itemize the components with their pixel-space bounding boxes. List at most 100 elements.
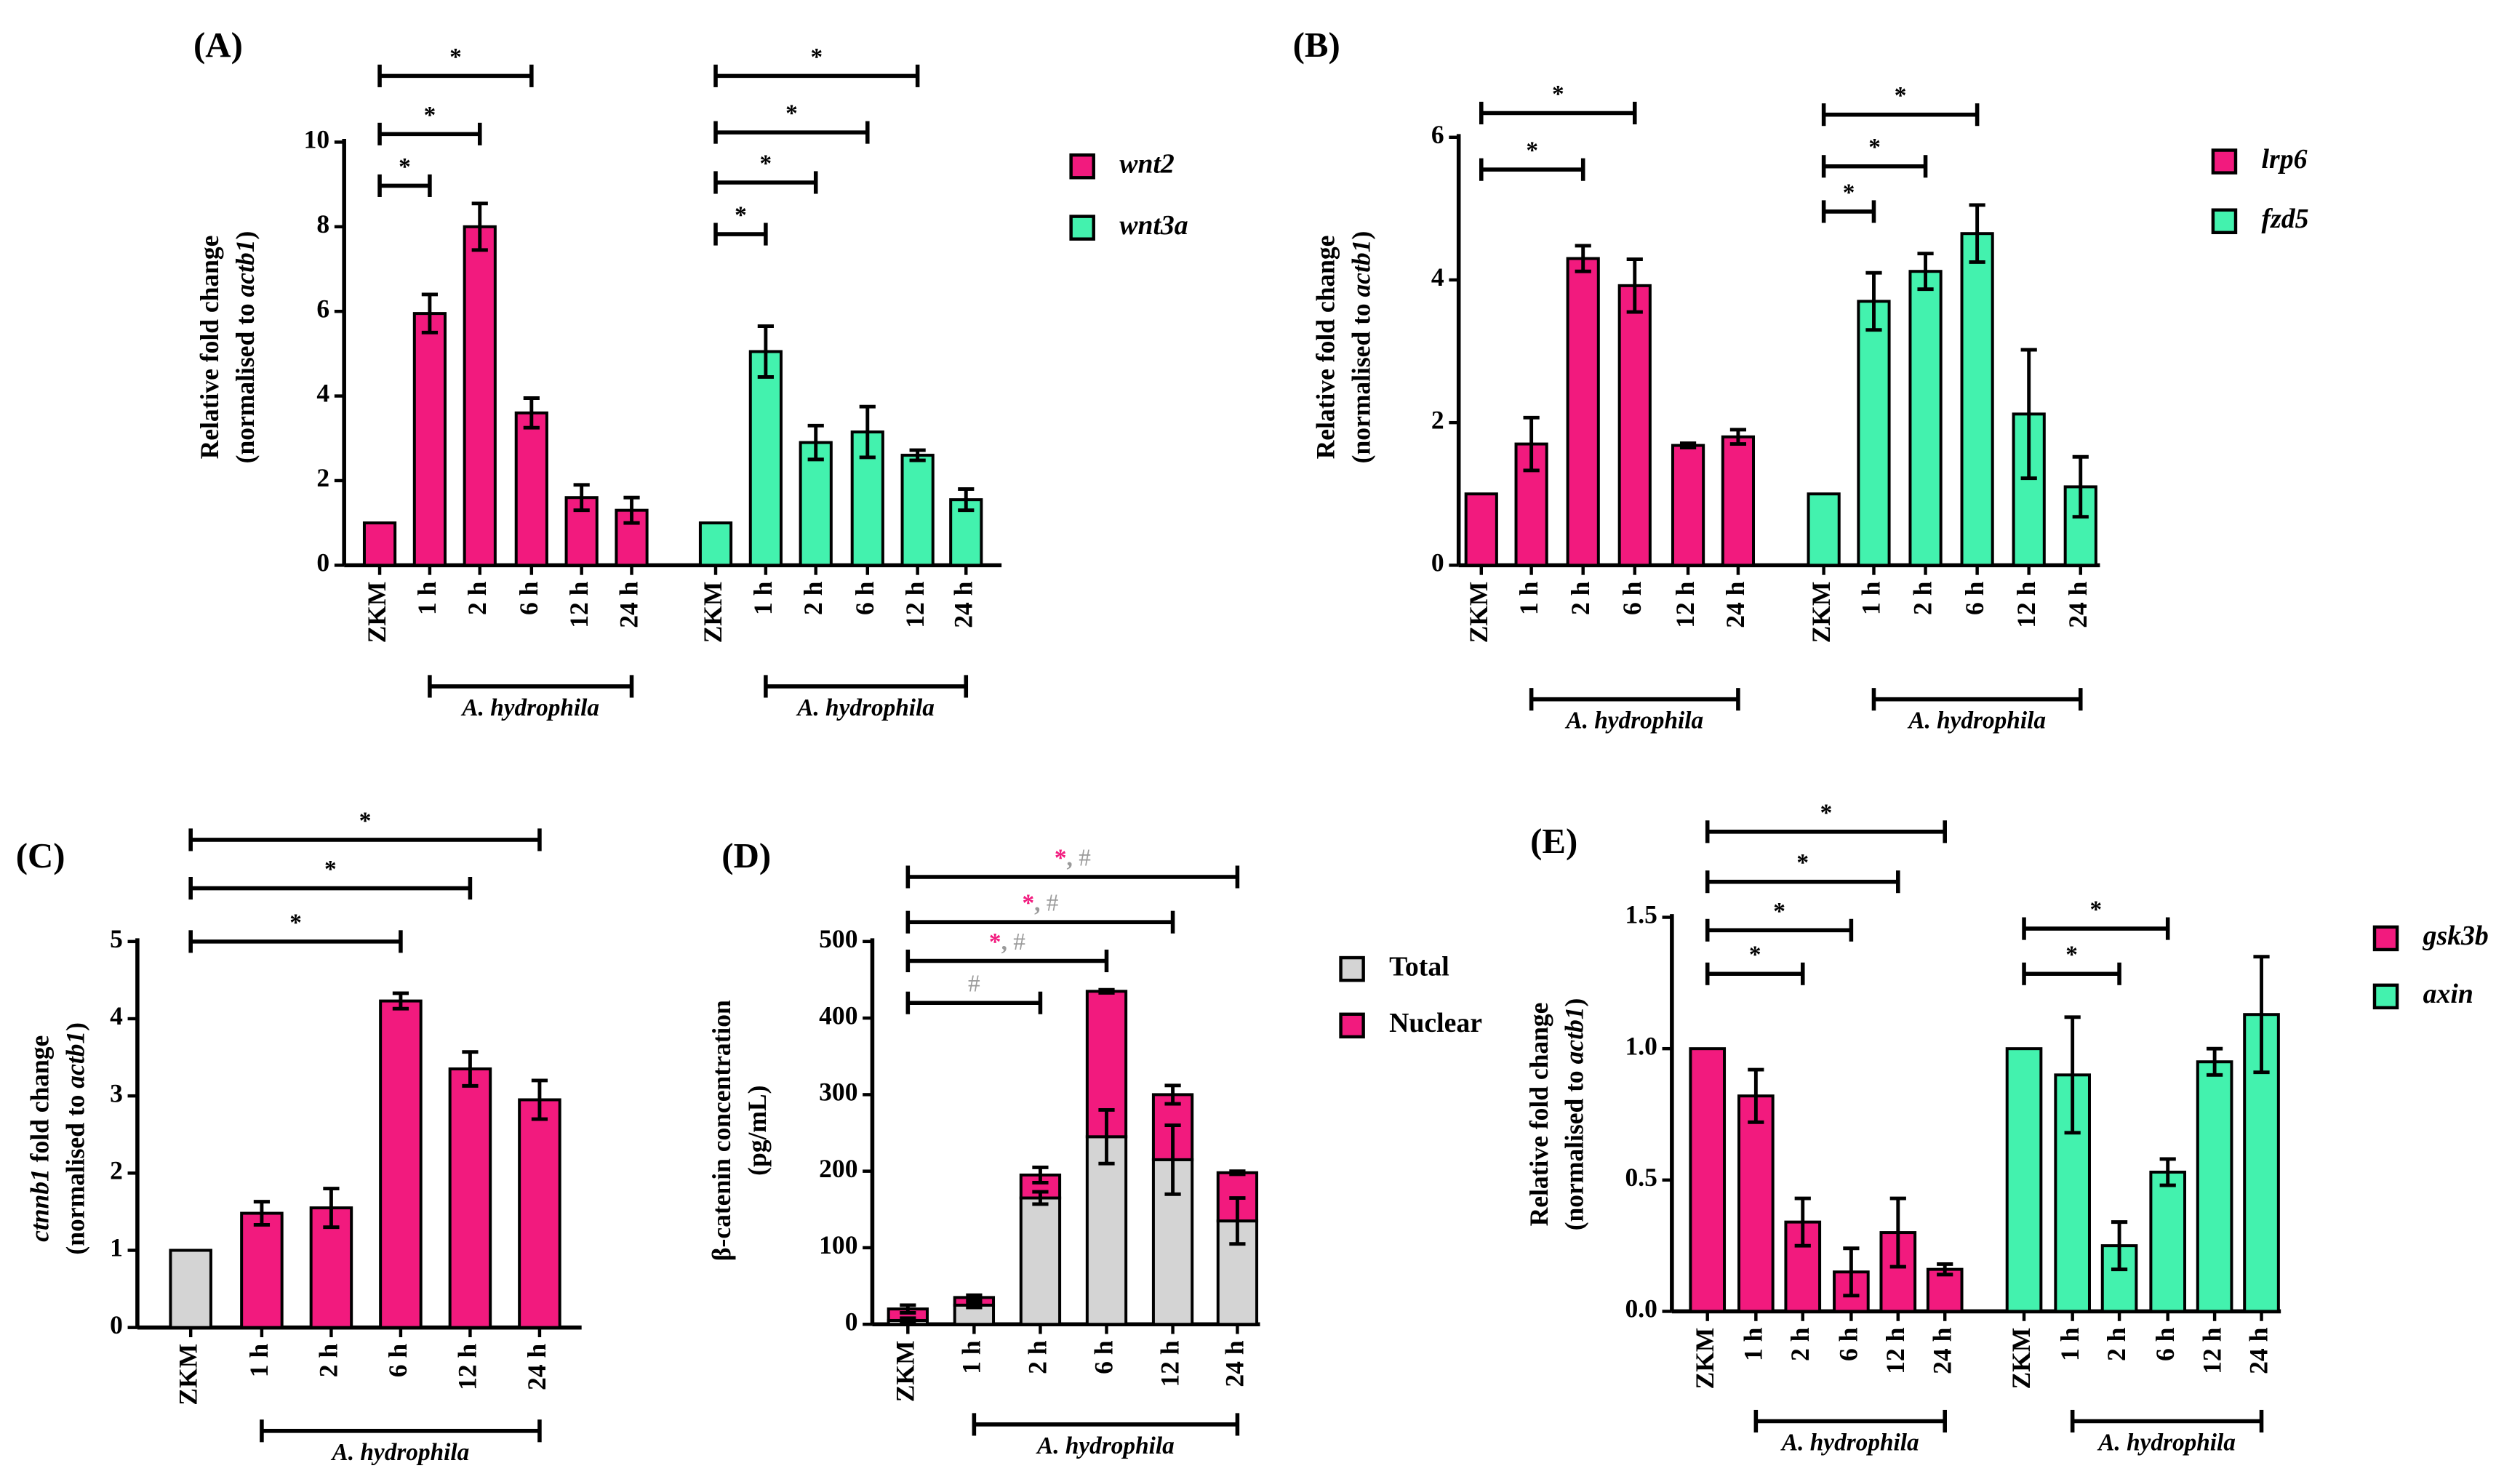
x-tick-label: ZKM xyxy=(362,582,391,644)
legend-label: Nuclear xyxy=(1389,1008,1482,1038)
bar-wnt2 xyxy=(412,312,447,567)
y-tick-label: 0.5 xyxy=(1625,1163,1657,1192)
significance-sep xyxy=(1073,844,1079,871)
y-axis-label-part: (normalised to xyxy=(231,297,260,463)
y-axis-label-part: (pg/mL) xyxy=(743,1086,772,1176)
x-tick-label: 24 h xyxy=(1927,1327,1956,1374)
y-tick-label: 0 xyxy=(110,1310,123,1339)
legend-label: gsk3b xyxy=(2423,921,2489,951)
bar-total xyxy=(1019,1196,1062,1326)
x-tick-label: 6 h xyxy=(514,581,543,615)
panel-label: (D) xyxy=(721,835,771,875)
y-tick-label: 0 xyxy=(316,548,329,577)
significance-label: * xyxy=(399,153,411,180)
legend-swatch xyxy=(2211,148,2238,175)
group-label: A. hydrophila xyxy=(2097,1429,2236,1456)
x-tick-label: 12 h xyxy=(2012,581,2041,628)
group-label: A. hydrophila xyxy=(1780,1429,1919,1456)
significance-label: * xyxy=(811,44,823,71)
y-axis-label: Relative fold change (normalised to actb1… xyxy=(195,231,260,464)
bar-axin xyxy=(2054,1073,2091,1313)
group-label: A. hydrophila xyxy=(1907,708,2046,734)
y-axis-label-part: Relative fold change xyxy=(195,236,224,460)
x-tick-label: 12 h xyxy=(1671,581,1700,628)
x-tick-label: ZKM xyxy=(1690,1328,1719,1390)
x-tick-label: 12 h xyxy=(1881,1327,1910,1374)
significance-label: *, # xyxy=(989,929,1025,955)
y-axis-label-part: (normalised to xyxy=(1560,1064,1589,1230)
significance-sep: , xyxy=(1001,929,1007,955)
significance-label: * xyxy=(2065,942,2078,969)
y-tick-label: 200 xyxy=(819,1154,857,1183)
y-tick-label: 5 xyxy=(110,924,123,953)
bar-gsk3b xyxy=(1689,1047,1727,1313)
y-axis-label-part: Relative fold change xyxy=(1311,236,1340,460)
y-axis-label: β-catenin concentration (pg/mL) xyxy=(707,1000,772,1261)
x-tick-label: 2 h xyxy=(1566,581,1595,615)
significance-label: * xyxy=(449,44,462,71)
group-label: A. hydrophila xyxy=(460,694,599,721)
bar-wnt2 xyxy=(362,521,397,567)
significance-label: * xyxy=(1552,81,1564,108)
x-tick-label: 1 h xyxy=(244,1344,273,1378)
legend-label: Total xyxy=(1389,951,1449,982)
bar-wnt3a xyxy=(900,454,935,567)
y-tick-label: 2 xyxy=(110,1155,123,1185)
significance-hash: # xyxy=(968,971,980,998)
x-tick-label: 12 h xyxy=(1156,1340,1185,1387)
bar-ctnnb1 xyxy=(379,999,423,1329)
group-label: A. hydrophila xyxy=(331,1439,470,1466)
panel-b: (B) Relative fold change (normalised to ac… xyxy=(1293,25,2309,734)
significance-label: * xyxy=(1868,134,1881,161)
significance-hash: # xyxy=(1013,929,1025,955)
y-axis-label-part: ) xyxy=(1347,231,1376,240)
significance-label: * xyxy=(785,100,798,127)
bar-ctnnb1 xyxy=(518,1098,561,1329)
x-tick-label: 6 h xyxy=(1089,1340,1119,1374)
significance-label: * xyxy=(1749,942,1761,969)
y-tick-label: 300 xyxy=(819,1078,857,1107)
x-tick-label: 2 h xyxy=(2102,1327,2131,1361)
x-tick-label: 1 h xyxy=(748,581,777,615)
x-tick-label: ZKM xyxy=(1464,582,1493,644)
bar-lrp6 xyxy=(1617,284,1652,567)
bar-lrp6 xyxy=(1566,257,1600,567)
x-tick-label: 6 h xyxy=(850,581,879,615)
y-tick-label: 0.0 xyxy=(1625,1294,1657,1323)
panel-d: (D) β-catenin concentration (pg/mL) 0 100 200… xyxy=(707,835,1482,1459)
legend-label: fzd5 xyxy=(2262,204,2309,234)
x-tick-label: 24 h xyxy=(2063,581,2092,628)
significance-label: * xyxy=(359,807,372,834)
bar-fzd5 xyxy=(1807,492,1841,567)
bar-axin xyxy=(2005,1047,2043,1313)
y-axis-label-part: (normalised to xyxy=(61,1089,90,1255)
bar-lrp6 xyxy=(1721,435,1756,567)
x-tick-label: ZKM xyxy=(1807,582,1836,644)
x-tick-label: 1 h xyxy=(2055,1327,2084,1361)
y-tick-label: 3 xyxy=(110,1078,123,1107)
x-tick-label: 2 h xyxy=(1023,1340,1052,1374)
legend-label: wnt3a xyxy=(1119,210,1188,241)
x-tick-label: 1 h xyxy=(412,581,441,615)
significance-label: * xyxy=(1526,137,1538,164)
y-tick-label: 2 xyxy=(316,463,329,492)
y-tick-label: 6 xyxy=(1431,120,1444,149)
bar-gsk3b xyxy=(1737,1094,1775,1313)
significance-label: * xyxy=(1843,179,1855,206)
y-axis-label: ctnnb1 fold change (normalised to actb1) xyxy=(25,1022,90,1255)
y-axis-label-part: ) xyxy=(61,1022,90,1031)
y-tick-label: 1.5 xyxy=(1625,900,1657,929)
y-tick-label: 8 xyxy=(316,209,329,239)
group-label: A. hydrophila xyxy=(1036,1432,1175,1459)
y-tick-label: 400 xyxy=(819,1001,857,1030)
panel-label: (A) xyxy=(193,25,243,65)
bar-wnt2 xyxy=(463,225,497,567)
y-axis-label-part: ctnnb1 xyxy=(25,1169,55,1242)
legend-swatch xyxy=(1069,215,1095,241)
y-axis-label-part: β-catenin concentration xyxy=(707,1000,736,1261)
y-tick-label: 0 xyxy=(845,1307,858,1336)
group-label: A. hydrophila xyxy=(1564,708,1703,734)
significance-star: * xyxy=(1022,890,1034,917)
bar-total xyxy=(1085,1135,1128,1326)
y-tick-label: 500 xyxy=(819,924,857,953)
